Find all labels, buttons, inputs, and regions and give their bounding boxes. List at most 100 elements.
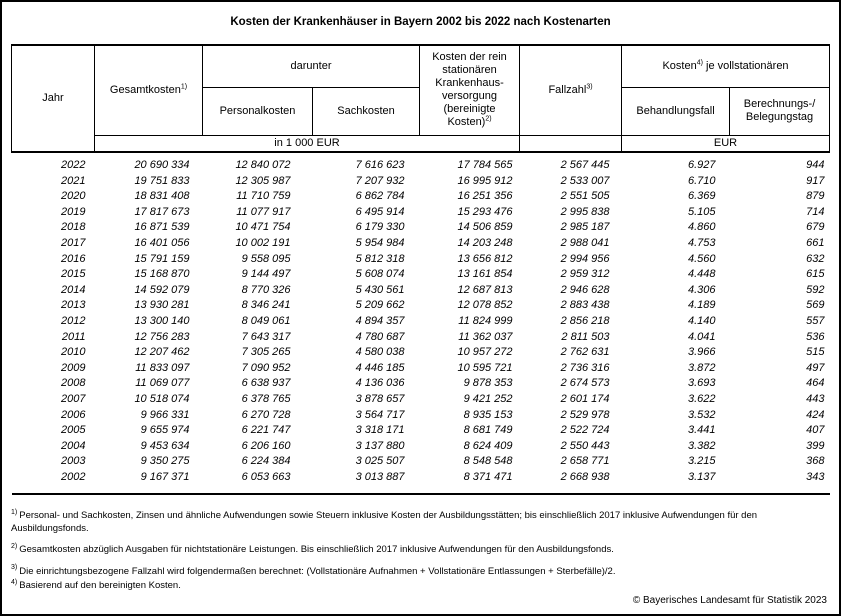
gesamtkosten-cell: 13 300 140 [134, 314, 190, 327]
bereinigte-kosten-cell: 14 506 859 [457, 221, 513, 234]
belegungstag-cell: 464 [806, 377, 825, 390]
footnote-1: 1) Personal- und Sachkosten, Zinsen und ä… [11, 509, 830, 535]
gesamtkosten-cell: 9 350 275 [140, 455, 190, 468]
gesamtkosten-cell: 9 453 634 [140, 439, 190, 452]
behandlungsfall-cell: 3.137 [687, 470, 716, 483]
gesamtkosten-cell: 9 966 331 [140, 408, 190, 421]
unit-row: in 1 000 EUR EUR [12, 134, 830, 153]
belegungstag-cell: 632 [806, 252, 825, 265]
bereinigte-kosten-cell: 16 251 356 [457, 190, 513, 203]
year-cell: 2010 [61, 346, 86, 359]
behandlungsfall-cell: 4.189 [687, 299, 716, 312]
behandlungsfall-cell: 4.448 [687, 268, 716, 281]
gesamtkosten-cell: 19 751 833 [134, 174, 190, 187]
footnote-2: 2) Gesamtkosten abzüglich Ausgaben für ni… [11, 543, 830, 556]
year-cell: 2014 [61, 283, 86, 296]
gesamtkosten-cell: 17 817 673 [134, 205, 190, 218]
footnote-ref-3: 3) [586, 83, 593, 91]
table-header: Jahr Gesamtkosten1) darunter Kosten der … [11, 44, 830, 153]
bereinigte-kosten-cell: 8 624 409 [463, 439, 513, 452]
table-row: 2018 16 871 539 10 471 754 6 179 330 14 … [12, 220, 830, 236]
header-row-1: Jahr Gesamtkosten1) darunter Kosten der … [11, 44, 830, 153]
table-row: 2002 9 167 371 6 053 663 3 013 887 8 371… [12, 470, 830, 495]
personalkosten-cell: 7 090 952 [241, 361, 291, 374]
fallzahl-cell: 2 811 503 [561, 330, 610, 343]
table-row: 2020 18 831 408 11 710 759 6 862 784 16 … [12, 189, 830, 205]
sachkosten-cell: 4 780 687 [355, 330, 405, 343]
footnote-ref-2: 2) [485, 115, 492, 123]
sachkosten-cell: 4 580 038 [355, 346, 405, 359]
gesamtkosten-cell: 9 655 974 [140, 424, 190, 437]
unit-empty-cell [519, 134, 623, 153]
sachkosten-cell: 5 954 984 [355, 236, 405, 249]
fallzahl-cell: 2 762 631 [560, 346, 610, 359]
personalkosten-cell: 6 224 384 [241, 455, 291, 468]
col-header-jahr: Jahr [11, 44, 95, 153]
fallzahl-cell: 2 959 312 [560, 268, 610, 281]
fallzahl-cell: 2 601 174 [560, 392, 610, 405]
gesamtkosten-cell: 12 207 462 [134, 346, 190, 359]
footnote-ref-4: 4) [696, 59, 703, 67]
year-cell: 2016 [61, 252, 86, 265]
col-header-behandlungsfall: Behandlungsfall [621, 86, 731, 136]
bereinigte-kosten-cell: 13 656 812 [457, 252, 513, 265]
fallzahl-cell: 2 985 187 [560, 221, 610, 234]
personalkosten-cell: 6 053 663 [241, 470, 291, 483]
year-cell: 2008 [61, 377, 86, 390]
table-row: 2010 12 207 462 7 305 265 4 580 038 10 9… [12, 345, 830, 361]
bereinigte-kosten-cell: 11 362 037 [458, 330, 513, 343]
personalkosten-cell: 6 638 937 [241, 377, 291, 390]
footnote-1-marker: 1) [11, 509, 18, 517]
footnote-3: 3) Die einrichtungsbezogene Fallzahl wird… [11, 564, 830, 578]
bereinigte-kosten-cell: 10 595 721 [457, 361, 513, 374]
footnote-4-text: Basierend auf den bereinigten Kosten. [19, 579, 181, 591]
behandlungsfall-cell: 4.560 [687, 252, 716, 265]
personalkosten-cell: 6 206 160 [241, 439, 291, 452]
belegungstag-cell: 536 [806, 330, 825, 343]
gesamtkosten-cell: 13 930 281 [134, 299, 190, 312]
gesamtkosten-cell: 16 401 056 [134, 236, 190, 249]
fallzahl-cell: 2 529 978 [560, 408, 610, 421]
behandlungsfall-cell: 6.369 [687, 190, 716, 203]
belegungstag-cell: 714 [806, 205, 825, 218]
gesamtkosten-cell: 15 168 870 [134, 268, 190, 281]
personalkosten-cell: 6 221 747 [241, 424, 291, 437]
belegungstag-cell: 368 [806, 455, 825, 468]
fallzahl-cell: 2 550 443 [560, 439, 610, 452]
behandlungsfall-cell: 4.860 [687, 221, 716, 234]
table-row: 2007 10 518 074 6 378 765 3 878 657 9 42… [12, 392, 830, 408]
unit-eur: EUR [621, 134, 830, 153]
col-header-berechnungstag: Berechnungs-/ Belegungstag [729, 86, 830, 136]
personalkosten-cell: 9 558 095 [241, 252, 291, 265]
gesamtkosten-cell: 11 069 077 [135, 377, 190, 390]
belegungstag-cell: 407 [806, 424, 825, 437]
bereinigte-kosten-cell: 9 878 353 [463, 377, 513, 390]
belegungstag-cell: 615 [806, 268, 825, 281]
table-row: 2011 12 756 283 7 643 317 4 780 687 11 3… [12, 330, 830, 346]
behandlungsfall-cell: 4.753 [687, 236, 716, 249]
sachkosten-cell: 7 616 623 [355, 159, 405, 171]
fallzahl-label: Fallzahl [548, 83, 587, 96]
gesamtkosten-cell: 10 518 074 [134, 392, 190, 405]
fallzahl-cell: 2 668 938 [560, 470, 610, 483]
year-cell: 2017 [61, 236, 86, 249]
fallzahl-cell: 2 533 007 [560, 174, 610, 187]
personalkosten-cell: 12 305 987 [235, 174, 291, 187]
personalkosten-cell: 7 643 317 [241, 330, 291, 343]
fallzahl-cell: 2 946 628 [560, 283, 610, 296]
personalkosten-cell: 7 305 265 [241, 346, 291, 359]
sachkosten-cell: 3 013 887 [355, 470, 405, 483]
sachkosten-cell: 3 878 657 [355, 392, 405, 405]
year-cell: 2020 [61, 190, 86, 203]
footnote-2-text: Gesamtkosten abzüglich Ausgaben für nich… [19, 544, 614, 556]
bereinigte-kosten-cell: 12 078 852 [457, 299, 513, 312]
table-row: 2012 13 300 140 8 049 061 4 894 357 11 8… [12, 314, 830, 330]
belegungstag-cell: 515 [806, 346, 825, 359]
sachkosten-cell: 4 446 185 [355, 361, 405, 374]
belegungstag-cell: 944 [806, 159, 825, 171]
footnote-4: 4) Basierend auf den bereinigten Kosten. [11, 579, 830, 592]
col-header-gesamtkosten: Gesamtkosten1) [94, 44, 203, 136]
footnote-1-text: Personal- und Sachkosten, Zinsen und ähn… [11, 510, 758, 534]
sachkosten-cell: 7 207 932 [355, 174, 405, 187]
gesamtkosten-cell: 11 833 097 [135, 361, 190, 374]
